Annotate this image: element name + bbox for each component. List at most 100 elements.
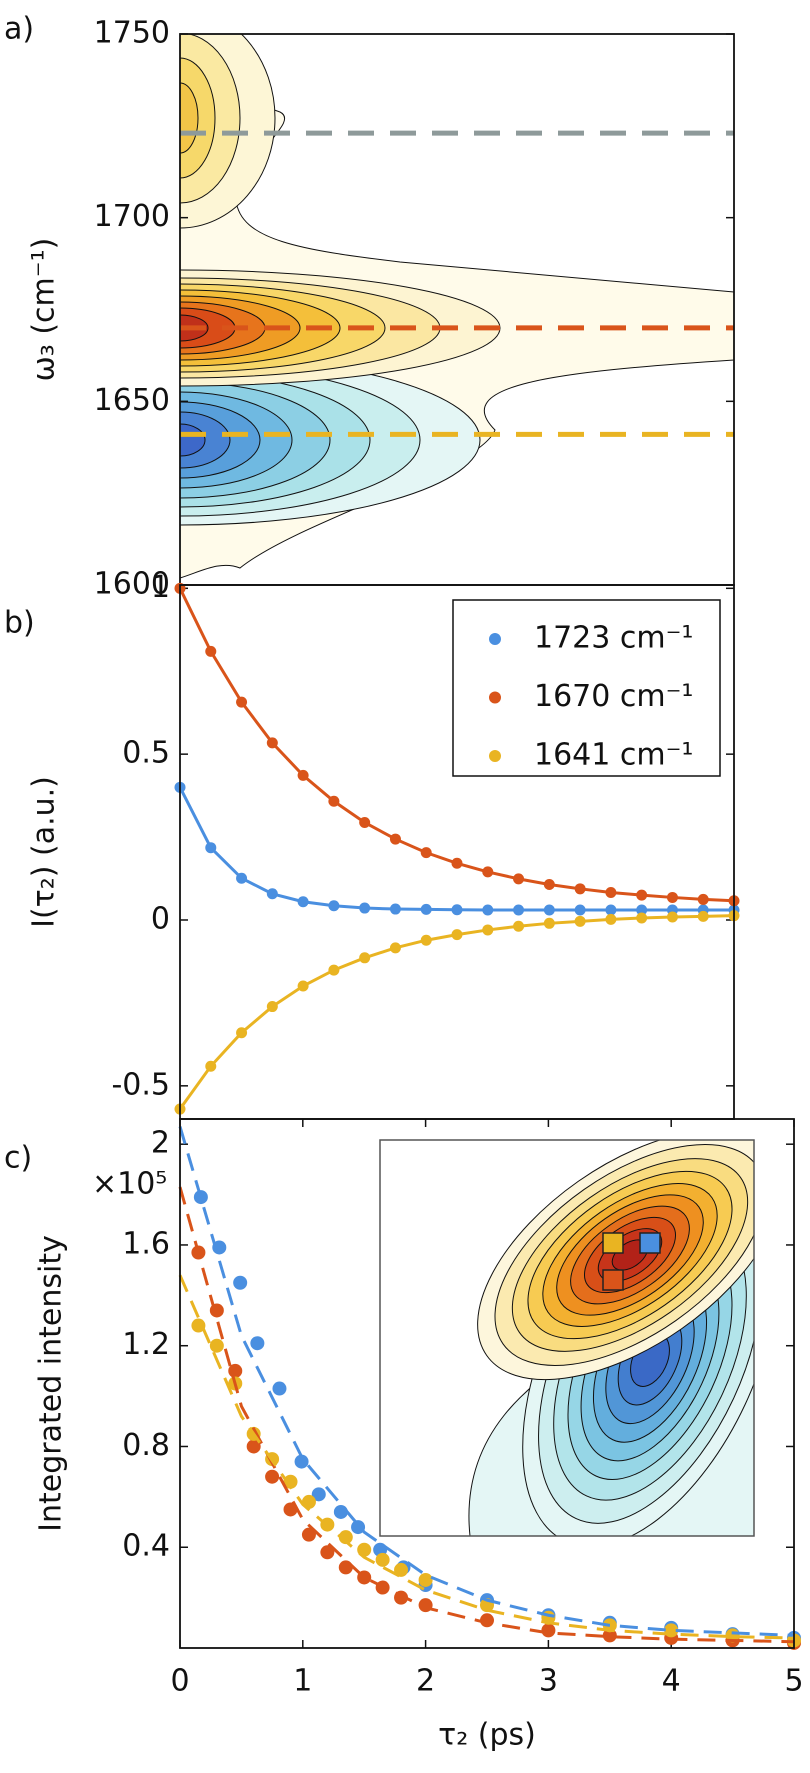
data-point: [297, 980, 309, 992]
data-point: [297, 896, 309, 908]
y-axis-label: Integrated intensity: [34, 1235, 69, 1532]
legend-marker: [489, 750, 501, 762]
data-point: [666, 891, 678, 903]
inset-frame: [379, 1139, 755, 1537]
scale-label: ×10⁵: [92, 1167, 167, 1202]
data-point: [543, 879, 555, 891]
inset-marker: [602, 1232, 624, 1254]
data-point: [301, 1527, 316, 1542]
axes-frame: [179, 1118, 795, 1649]
series-line: [178, 914, 735, 1110]
data-point: [250, 1336, 265, 1351]
y-tick-label: 0.5: [122, 736, 170, 771]
data-point: [233, 1275, 248, 1290]
data-point: [246, 1439, 261, 1454]
y-tick-label: 1.2: [122, 1327, 170, 1362]
data-point: [205, 645, 217, 657]
legend-box: [452, 599, 721, 777]
data-point: [389, 942, 401, 954]
inset-marker: [639, 1232, 661, 1254]
data-point: [265, 1469, 280, 1484]
data-point: [482, 866, 494, 878]
data-point: [543, 917, 555, 929]
data-point: [543, 904, 555, 916]
y-tick-label: 1.6: [122, 1226, 170, 1261]
x-axis-label: τ₂ (ps): [438, 1718, 536, 1753]
y-tick-label: 1750: [94, 16, 170, 51]
data-point: [697, 910, 709, 922]
y-tick-label: 0.8: [122, 1428, 170, 1463]
data-point: [266, 888, 278, 900]
data-point: [513, 873, 525, 885]
data-point: [605, 904, 617, 916]
data-point: [574, 883, 586, 895]
legend-label: 1641 cm⁻¹: [534, 738, 693, 773]
y-axis-label: I(τ₂) (a.u.): [27, 776, 62, 928]
fit-line: [178, 1186, 795, 1644]
data-point: [451, 929, 463, 941]
data-point: [574, 904, 586, 916]
data-point: [236, 696, 248, 708]
data-point: [236, 872, 248, 884]
fit-line: [178, 1274, 795, 1640]
data-point: [451, 857, 463, 869]
data-point: [375, 1552, 390, 1567]
data-point: [328, 964, 340, 976]
data-point: [451, 904, 463, 916]
panel-label: c): [4, 1141, 32, 1176]
contour-level: [477, 1140, 754, 1381]
data-point: [666, 911, 678, 923]
data-point: [513, 904, 525, 916]
y-tick-label: 1600: [94, 567, 170, 602]
inset-marker: [602, 1269, 624, 1291]
data-point: [482, 924, 494, 936]
panel-label: b): [4, 606, 35, 641]
data-point: [482, 904, 494, 916]
y-tick-label: 1: [151, 570, 170, 605]
data-point: [359, 952, 371, 964]
data-point: [389, 833, 401, 845]
data-point: [266, 737, 278, 749]
data-point: [283, 1474, 298, 1489]
data-point: [541, 1623, 556, 1638]
data-point: [228, 1363, 243, 1378]
legend-marker: [489, 691, 501, 704]
data-point: [205, 1060, 217, 1072]
data-point: [513, 920, 525, 932]
data-point: [209, 1338, 224, 1353]
data-point: [636, 889, 648, 901]
data-point: [605, 913, 617, 925]
data-point: [636, 912, 648, 924]
y-tick-label: -0.5: [111, 1067, 170, 1102]
series-line: [178, 786, 734, 912]
data-point: [328, 900, 340, 912]
y-tick-label: 0.4: [122, 1529, 170, 1564]
x-tick-label: 2: [416, 1664, 435, 1699]
data-point: [389, 903, 401, 915]
data-point: [266, 1001, 278, 1013]
fit-line: [178, 1126, 795, 1637]
legend-marker: [489, 633, 501, 645]
data-point: [418, 1572, 433, 1587]
y-tick-label: 1650: [94, 383, 170, 418]
panel-label: a): [4, 12, 34, 47]
data-point: [297, 769, 309, 781]
x-tick-label: 4: [662, 1664, 681, 1699]
x-tick-label: 3: [539, 1664, 558, 1699]
data-point: [320, 1545, 335, 1560]
data-point: [359, 902, 371, 914]
contour-map: [180, 34, 734, 579]
data-point: [338, 1560, 353, 1575]
data-point: [605, 886, 617, 898]
data-point: [420, 847, 432, 859]
data-point: [697, 893, 709, 905]
x-tick-label: 1: [293, 1664, 312, 1699]
data-point: [236, 1027, 248, 1039]
data-point: [420, 934, 432, 946]
x-tick-label: 0: [170, 1664, 189, 1699]
data-point: [328, 795, 340, 807]
data-point: [205, 842, 217, 854]
y-tick-label: 2: [151, 1126, 170, 1161]
y-tick-label: 1700: [94, 199, 170, 234]
